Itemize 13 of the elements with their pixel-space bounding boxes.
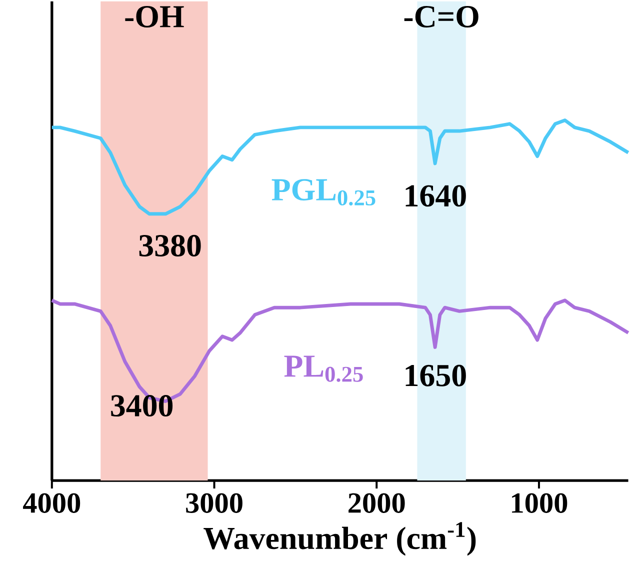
series-label: PL$_{0.25}$ xyxy=(284,356,363,382)
band-label: -OH xyxy=(125,6,184,28)
annotation: 3400 xyxy=(111,394,173,416)
annotation: 1640 xyxy=(406,184,466,206)
annotation: 3380 xyxy=(139,234,201,256)
x-tick-label: 3000 xyxy=(186,493,242,513)
x-tick-label: 2000 xyxy=(348,493,405,513)
series-label: PGL$_{0.25}$ xyxy=(272,178,376,206)
x-axis-title: Wavenumber (cm$^{-1}$) xyxy=(204,522,476,556)
x-tick-label: 1000 xyxy=(512,493,568,513)
x-tick-label: 4000 xyxy=(23,493,80,513)
annotation: 1650 xyxy=(406,364,466,386)
band-label: -C=O xyxy=(404,6,478,28)
